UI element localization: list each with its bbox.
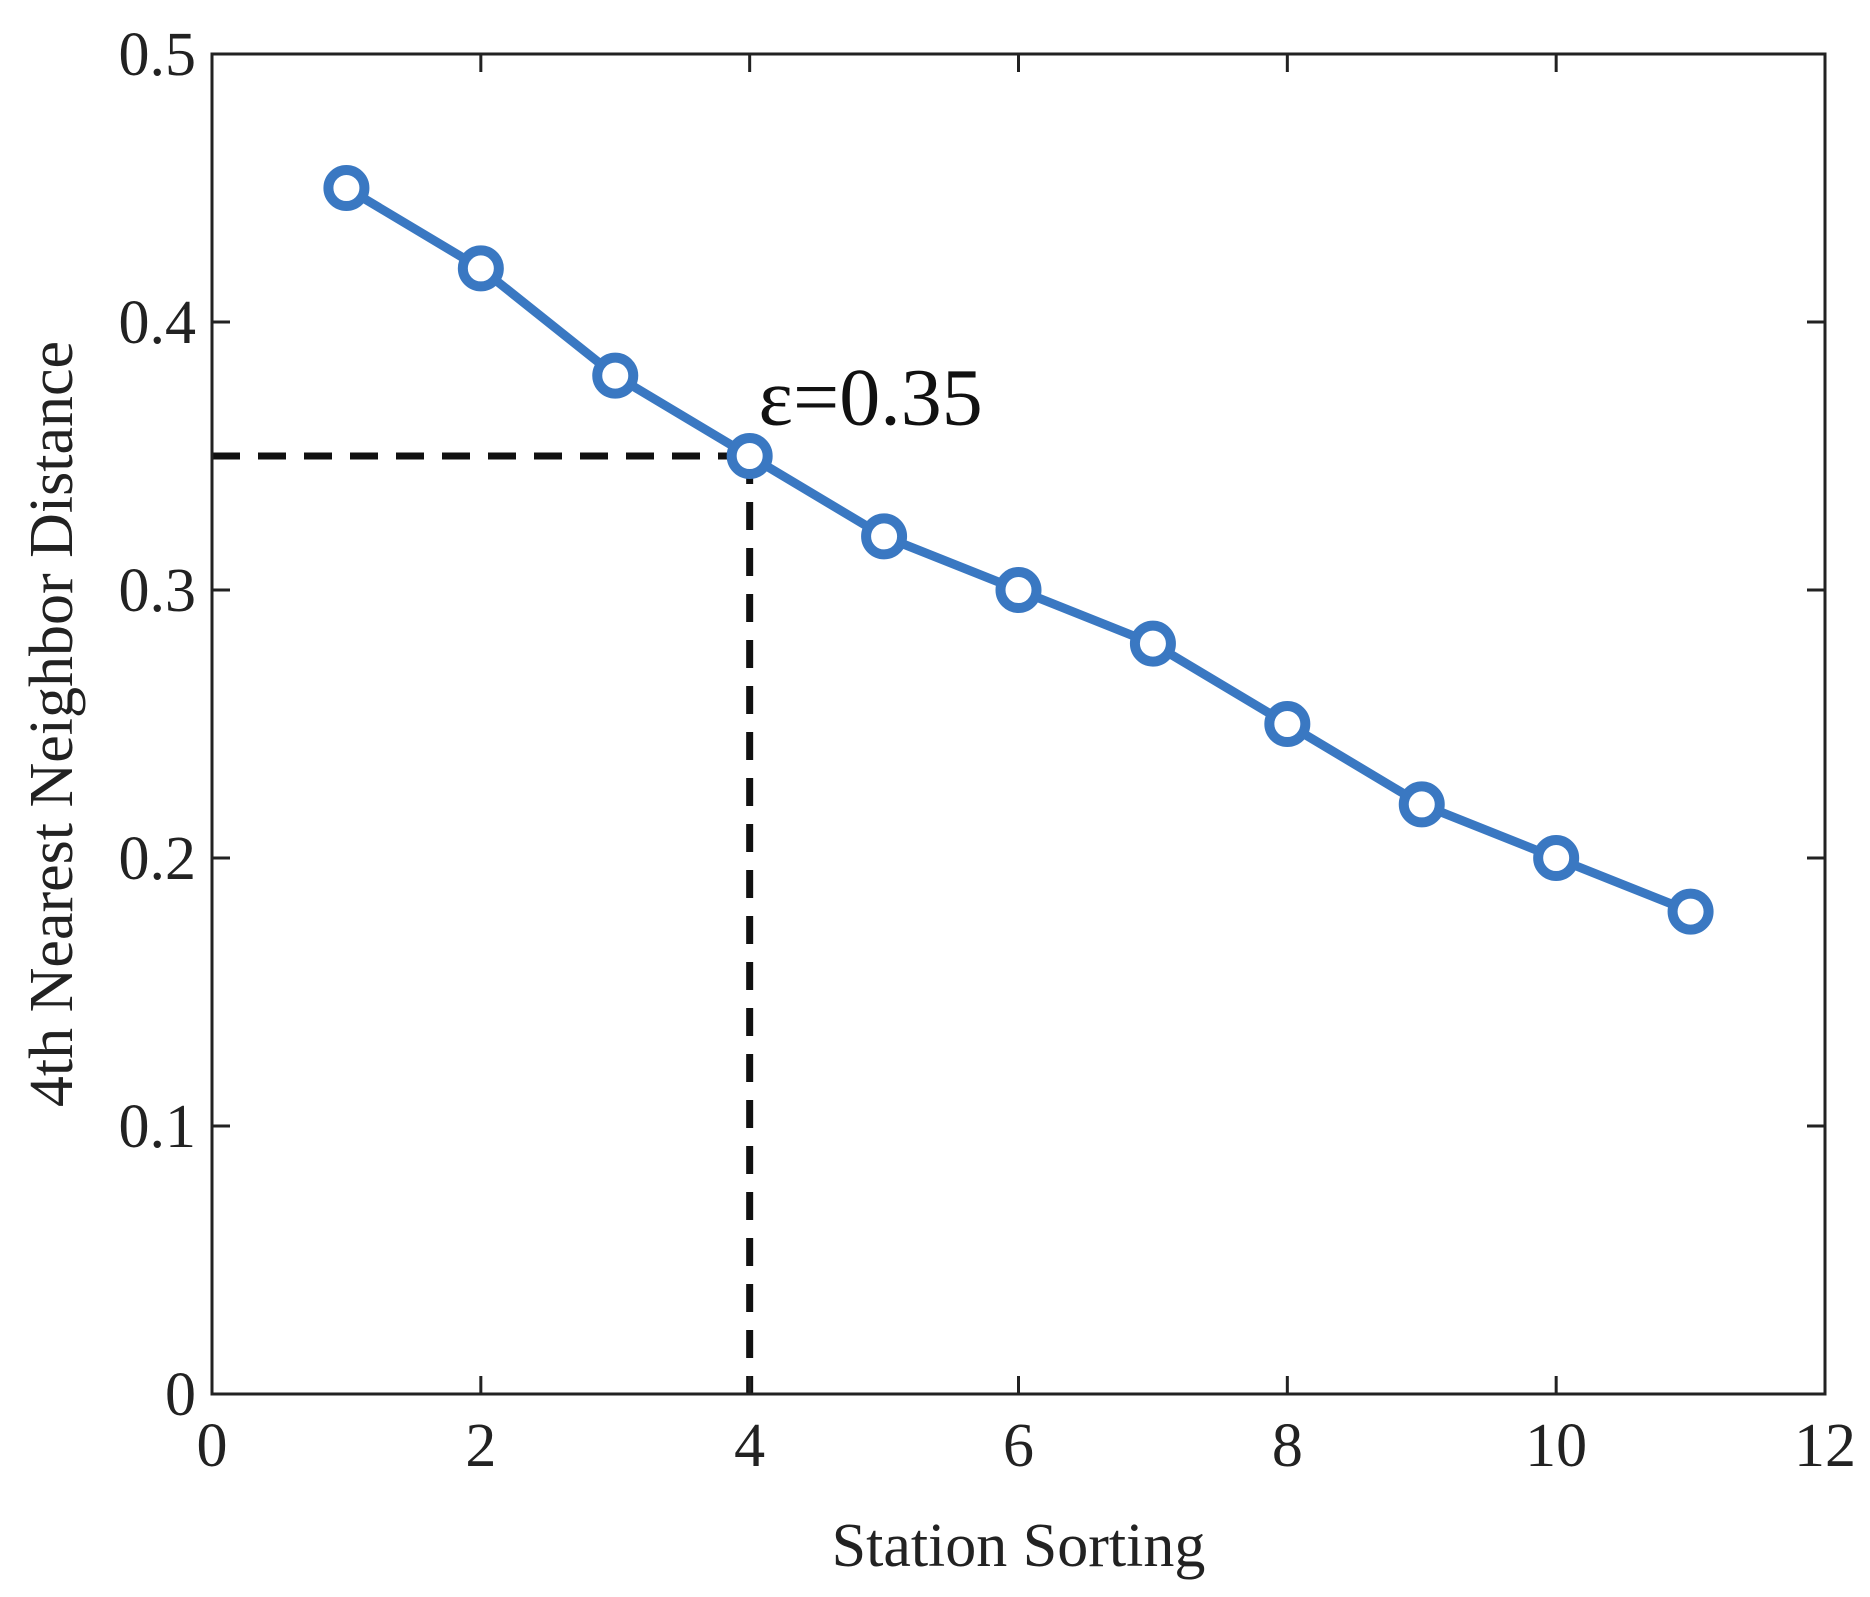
annotation-label: ε=0.35: [759, 351, 983, 442]
data-point: [1264, 701, 1311, 747]
data-point: [726, 433, 773, 479]
data-point: [1667, 888, 1714, 935]
y-tick-label: 0.3: [119, 557, 197, 625]
y-axis-title: 4th Nearest Neighbor Distance: [18, 341, 86, 1107]
data-point: [861, 513, 908, 560]
data-point: [1398, 781, 1445, 828]
data-point: [457, 245, 504, 292]
y-tick-label: 0.2: [119, 825, 197, 893]
series-line: [341, 183, 1696, 917]
x-tick-label: 12: [1794, 1412, 1856, 1480]
data-point: [323, 165, 370, 211]
data-point: [995, 567, 1042, 613]
axis-layer: 0 2 4 6 8 10 12 0 0.1 0.2 0.3 0.4 0.5: [119, 21, 1857, 1480]
data-point: [592, 352, 639, 399]
data-point: [1129, 620, 1176, 667]
x-tick-label: 2: [465, 1412, 496, 1480]
x-tick-label: 10: [1525, 1412, 1587, 1480]
data-point: [1533, 835, 1580, 881]
y-tick-label: 0.1: [119, 1093, 197, 1161]
x-tick-label: 8: [1272, 1412, 1303, 1480]
x-tick-label: 6: [1003, 1412, 1034, 1480]
y-tick-label: 0: [165, 1361, 196, 1429]
x-axis-title: Station Sorting: [832, 1512, 1206, 1580]
y-tick-label: 0.5: [119, 21, 197, 89]
x-tick-label: 0: [197, 1412, 228, 1480]
x-tick-label: 4: [734, 1412, 765, 1480]
plot-layer: [212, 165, 1714, 1394]
y-tick-label: 0.4: [119, 289, 197, 357]
